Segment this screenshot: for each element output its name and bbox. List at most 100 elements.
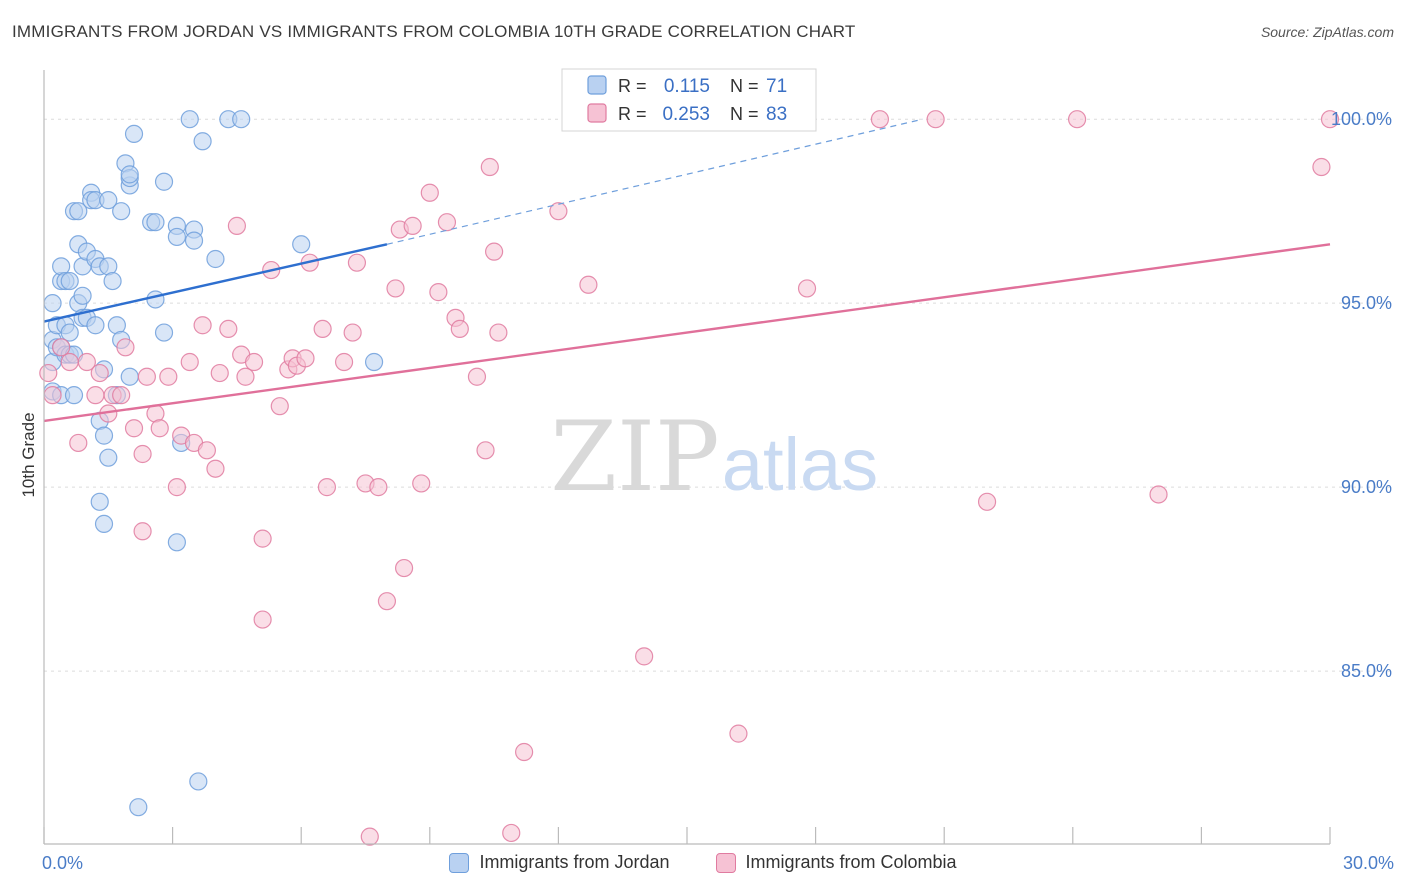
point-colombia[interactable] <box>797 279 817 298</box>
point-jordan[interactable] <box>69 202 88 221</box>
point-colombia[interactable] <box>86 386 105 405</box>
stats-r-label: R = <box>618 104 647 124</box>
point-colombia[interactable] <box>926 110 945 129</box>
point-colombia[interactable] <box>549 202 568 221</box>
point-colombia[interactable] <box>219 319 238 339</box>
point-colombia[interactable] <box>1067 110 1087 129</box>
point-colombia[interactable] <box>467 367 487 386</box>
point-jordan[interactable] <box>184 231 204 250</box>
point-jordan[interactable] <box>99 448 118 467</box>
point-jordan[interactable] <box>94 426 114 445</box>
point-colombia[interactable] <box>244 352 264 372</box>
point-colombia[interactable] <box>313 319 332 339</box>
point-jordan[interactable] <box>167 227 186 247</box>
point-jordan[interactable] <box>206 249 225 269</box>
point-colombia[interactable] <box>412 474 431 493</box>
point-colombia[interactable] <box>515 742 534 762</box>
point-colombia[interactable] <box>485 242 504 261</box>
point-jordan[interactable] <box>232 110 251 129</box>
point-colombia[interactable] <box>133 522 152 541</box>
point-jordan[interactable] <box>120 165 139 184</box>
point-colombia[interactable] <box>480 157 499 177</box>
point-jordan[interactable] <box>146 213 165 232</box>
point-jordan[interactable] <box>112 202 131 221</box>
point-colombia[interactable] <box>1149 485 1168 504</box>
legend-item-colombia[interactable]: Immigrants from Colombia <box>715 852 957 873</box>
point-colombia[interactable] <box>386 279 405 298</box>
point-colombia[interactable] <box>343 323 362 342</box>
point-jordan[interactable] <box>146 290 165 309</box>
point-colombia[interactable] <box>39 363 58 383</box>
point-jordan[interactable] <box>94 514 114 534</box>
point-colombia[interactable] <box>369 478 388 497</box>
point-colombia[interactable] <box>450 319 469 339</box>
point-jordan[interactable] <box>60 271 79 291</box>
point-colombia[interactable] <box>52 338 71 357</box>
point-colombia[interactable] <box>112 386 131 405</box>
point-colombia[interactable] <box>90 363 109 383</box>
point-colombia[interactable] <box>77 352 96 372</box>
point-colombia[interactable] <box>193 316 212 335</box>
point-colombia[interactable] <box>167 478 186 497</box>
point-colombia[interactable] <box>377 592 397 611</box>
point-colombia[interactable] <box>270 397 289 416</box>
point-colombia[interactable] <box>227 216 246 235</box>
point-colombia[interactable] <box>236 367 255 386</box>
legend-item-jordan[interactable]: Immigrants from Jordan <box>449 852 670 873</box>
point-colombia[interactable] <box>1320 110 1340 129</box>
point-jordan[interactable] <box>189 772 208 791</box>
point-colombia[interactable] <box>116 338 135 357</box>
point-colombia[interactable] <box>429 283 448 302</box>
point-jordan[interactable] <box>86 316 105 335</box>
point-colombia[interactable] <box>253 529 272 548</box>
point-jordan[interactable] <box>120 367 139 386</box>
point-jordan[interactable] <box>154 323 174 342</box>
point-colombia[interactable] <box>729 724 748 743</box>
point-colombia[interactable] <box>60 352 79 372</box>
point-jordan[interactable] <box>90 492 109 511</box>
point-jordan[interactable] <box>180 110 199 129</box>
point-colombia[interactable] <box>502 823 521 843</box>
point-jordan[interactable] <box>64 386 84 405</box>
point-colombia[interactable] <box>159 367 178 386</box>
point-colombia[interactable] <box>394 558 414 578</box>
point-colombia[interactable] <box>137 367 156 386</box>
point-colombia[interactable] <box>210 363 229 383</box>
point-jordan[interactable] <box>124 124 144 144</box>
point-colombia[interactable] <box>334 352 354 372</box>
point-colombia[interactable] <box>296 349 315 368</box>
point-jordan[interactable] <box>193 132 212 151</box>
point-colombia[interactable] <box>133 444 152 464</box>
point-jordan[interactable] <box>99 191 118 210</box>
point-colombia[interactable] <box>437 213 457 232</box>
point-colombia[interactable] <box>870 110 890 129</box>
point-colombia[interactable] <box>1312 157 1331 177</box>
point-colombia[interactable] <box>206 459 225 478</box>
point-jordan[interactable] <box>73 286 92 305</box>
point-jordan[interactable] <box>154 172 174 191</box>
point-colombia[interactable] <box>977 492 997 511</box>
point-colombia[interactable] <box>253 610 272 629</box>
point-jordan[interactable] <box>129 798 148 817</box>
point-jordan[interactable] <box>60 323 79 342</box>
point-colombia[interactable] <box>124 419 144 438</box>
point-jordan[interactable] <box>43 294 62 313</box>
point-colombia[interactable] <box>347 253 367 272</box>
point-jordan[interactable] <box>103 271 122 291</box>
point-colombia[interactable] <box>150 419 169 438</box>
point-colombia[interactable] <box>317 478 337 497</box>
point-colombia[interactable] <box>489 323 508 342</box>
point-colombia[interactable] <box>69 433 88 453</box>
point-jordan[interactable] <box>364 352 384 372</box>
point-colombia[interactable] <box>476 441 495 460</box>
point-colombia[interactable] <box>360 827 379 846</box>
point-colombia[interactable] <box>579 275 598 294</box>
point-colombia[interactable] <box>420 183 439 202</box>
point-jordan[interactable] <box>167 533 186 552</box>
point-colombia[interactable] <box>403 216 422 235</box>
point-colombia[interactable] <box>180 352 199 372</box>
point-colombia[interactable] <box>43 386 62 405</box>
point-colombia[interactable] <box>635 647 654 666</box>
point-colombia[interactable] <box>197 441 216 460</box>
point-jordan[interactable] <box>292 235 311 254</box>
